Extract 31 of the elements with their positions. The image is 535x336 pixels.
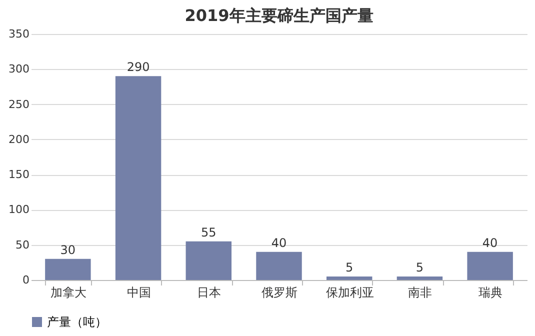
x-tick-label: 加拿大 bbox=[50, 286, 86, 300]
bar bbox=[256, 252, 302, 280]
data-label: 30 bbox=[60, 242, 76, 257]
y-tick-label: 300 bbox=[8, 62, 30, 76]
data-label: 40 bbox=[271, 236, 287, 250]
data-label: 5 bbox=[346, 260, 354, 274]
y-tick-label: 350 bbox=[8, 28, 30, 40]
y-tick-label: 150 bbox=[8, 168, 30, 182]
chart-title: 2019年主要碲生产国产量 bbox=[184, 6, 374, 25]
bar bbox=[186, 241, 232, 280]
x-tick-label: 日本 bbox=[197, 286, 222, 300]
bar bbox=[467, 252, 513, 280]
data-label: 40 bbox=[482, 236, 498, 250]
legend-label: 产量（吨） bbox=[47, 315, 107, 329]
bar bbox=[115, 76, 162, 280]
x-tick-label: 中国 bbox=[126, 286, 151, 300]
data-label: 55 bbox=[201, 225, 216, 240]
y-tick-label: 100 bbox=[8, 203, 30, 216]
x-tick-label: 瑞典 bbox=[478, 286, 503, 300]
bar bbox=[396, 276, 443, 280]
bar bbox=[45, 258, 91, 280]
y-tick-label: 250 bbox=[8, 98, 30, 111]
data-label: 290 bbox=[126, 60, 150, 74]
x-tick-label: 俄罗斯 bbox=[262, 286, 298, 300]
x-tick-label: 南非 bbox=[408, 286, 432, 300]
data-label: 5 bbox=[416, 260, 424, 274]
bar bbox=[326, 276, 372, 280]
y-tick-label: 50 bbox=[16, 238, 30, 252]
y-tick-label: 200 bbox=[8, 132, 30, 146]
x-tick-label: 保加利亚 bbox=[326, 286, 374, 300]
y-tick-label: 0 bbox=[22, 274, 30, 286]
